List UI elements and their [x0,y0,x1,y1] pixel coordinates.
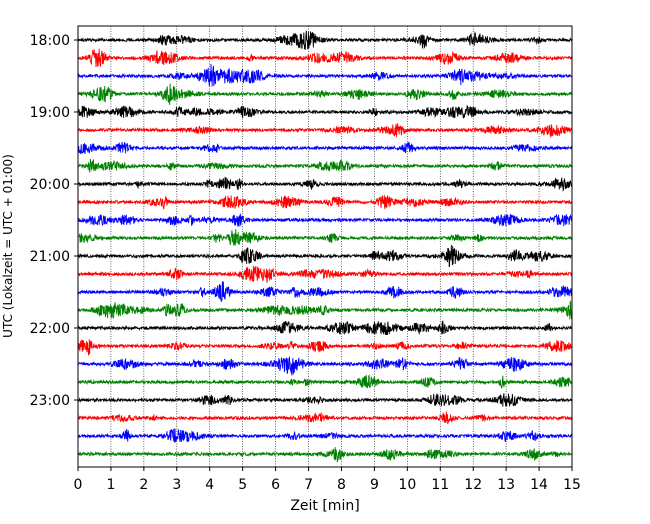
y-axis-label: UTC (Lokalzeit = UTC + 01:00) [1,154,15,338]
x-tick-label-14: 14 [530,477,548,493]
x-axis-label: Zeit [min] [290,498,359,514]
trace-18-45 [77,83,573,105]
trace-21-00 [77,244,573,268]
trace-22-15 [77,339,573,356]
trace-18-00 [77,30,573,50]
x-axis-ticks: 0 1 2 3 4 5 6 7 8 9 10 11 12 13 14 15 [74,467,581,493]
trace-19-00 [77,104,573,119]
trace-20-30 [77,213,573,227]
x-tick-label-7: 7 [304,477,313,493]
plot-frame [77,25,573,468]
trace-20-00 [77,176,573,192]
plot-background [78,26,572,467]
trace-21-30 [77,281,573,302]
y-tick-label-1: 19:00 [30,105,70,121]
x-tick-label-5: 5 [238,477,247,493]
y-tick-label-3: 21:00 [30,249,70,265]
trace-21-15 [77,265,573,283]
trace-20-15 [77,194,573,210]
trace-23-00 [77,393,573,407]
y-tick-label-4: 22:00 [30,321,70,337]
seismic-traces [77,30,573,463]
trace-21-45 [77,300,573,320]
y-axis-ticks: 18:00 19:00 20:00 21:00 22:00 23:00 [30,33,78,409]
trace-18-30 [77,63,573,87]
trace-19-30 [77,141,573,155]
x-tick-label-10: 10 [398,477,416,493]
trace-22-30 [77,356,573,376]
x-tick-label-0: 0 [74,477,83,493]
trace-19-15 [77,123,573,139]
trace-23-45 [77,447,573,463]
trace-23-15 [77,411,573,425]
y-tick-label-5: 23:00 [30,393,70,409]
y-tick-label-2: 20:00 [30,177,70,193]
trace-20-45 [77,229,573,246]
trace-23-30 [77,428,573,443]
x-tick-label-1: 1 [106,477,115,493]
x-tick-label-6: 6 [271,477,280,493]
trace-22-45 [77,374,573,389]
x-tick-label-11: 11 [431,477,449,493]
x-tick-label-2: 2 [139,477,148,493]
x-tick-label-13: 13 [497,477,515,493]
x-tick-label-8: 8 [337,477,346,493]
y-tick-label-0: 18:00 [30,33,70,49]
x-tick-label-9: 9 [370,477,379,493]
trace-22-00 [77,320,573,336]
x-tick-label-4: 4 [205,477,214,493]
x-tick-label-3: 3 [172,477,181,493]
x-tick-label-15: 15 [563,477,581,493]
trace-19-45 [77,158,573,173]
x-tick-label-12: 12 [464,477,482,493]
trace-18-15 [77,48,573,68]
